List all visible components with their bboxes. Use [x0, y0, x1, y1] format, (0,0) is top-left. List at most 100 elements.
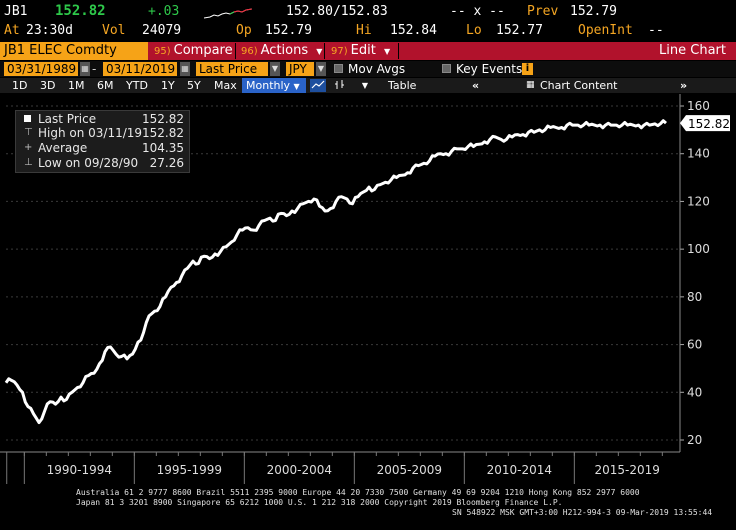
lo-value: 152.77 — [496, 23, 543, 38]
legend-low-row: ⊥ Low on 09/28/90 27.26 — [22, 156, 188, 170]
range-max[interactable]: Max — [214, 79, 237, 92]
square-icon — [24, 115, 31, 122]
y-axis: 20 40 60 80 100 120 140 160 — [679, 94, 710, 452]
prev-value: 152.79 — [570, 4, 617, 19]
chart-content-button[interactable]: Chart Content — [540, 79, 618, 92]
y-tick-label: 20 — [687, 433, 702, 447]
calendar-icon[interactable]: ▦ — [180, 62, 190, 76]
y-tick-label: 40 — [687, 385, 702, 399]
mov-avgs-label: Mov Avgs — [348, 62, 406, 76]
collapse-right-icon[interactable]: » — [680, 79, 688, 92]
range-6m[interactable]: 6M — [97, 79, 114, 92]
legend-avg-label: Average — [38, 141, 88, 155]
x-axis-bands: 1990-1994 1995-1999 2000-2004 2005-2009 2010… — [0, 451, 680, 484]
hi-value: 152.84 — [390, 23, 437, 38]
chart-grid — [6, 105, 680, 441]
hi-label: Hi — [356, 23, 372, 38]
field-select[interactable]: Last Price — [196, 62, 268, 76]
actions-number: 96) — [241, 46, 258, 57]
controls-row: 03/31/1989 ▦ - 03/11/2019 ▦ Last Price ▼… — [0, 61, 736, 77]
calendar-icon[interactable]: ▦ — [80, 62, 90, 76]
y-tick-label: 100 — [687, 242, 710, 256]
currency-select[interactable]: JPY — [286, 62, 314, 76]
chevron-down-icon: ▼ — [316, 47, 323, 56]
bar-chart-icon[interactable] — [333, 79, 347, 92]
legend-last-row: Last Price 152.82 — [22, 112, 188, 126]
y-tick-label: 120 — [687, 194, 710, 208]
last-price: 152.82 — [55, 3, 106, 19]
key-events-label: Key Events — [456, 62, 523, 76]
range-ytd[interactable]: YTD — [126, 79, 148, 92]
low-marker-icon: ⊥ — [24, 157, 33, 168]
quote-line-2: At 23:30d Vol 24079 Op 152.79 Hi 152.84 … — [0, 21, 736, 40]
chevron-down-icon[interactable]: ▼ — [270, 62, 280, 76]
price-change: +.03 — [148, 4, 180, 19]
at-label: At — [4, 23, 20, 38]
security-field[interactable]: JB1 ELEC Comdty — [0, 42, 148, 60]
divider — [235, 43, 236, 59]
mov-avgs-checkbox[interactable] — [334, 64, 343, 73]
vol-label: Vol — [102, 23, 126, 38]
lo-label: Lo — [466, 23, 482, 38]
average-marker-icon: + — [24, 142, 33, 153]
edit-button[interactable]: 97) Edit ▼ — [331, 42, 390, 60]
period-label: Monthly — [246, 79, 291, 92]
range-3d[interactable]: 3D — [40, 79, 56, 92]
quote-line-1: JB1 152.82 +.03 152.80/152.83 -- x -- Pr… — [0, 2, 736, 21]
bid-ask: 152.80/152.83 — [286, 4, 388, 19]
y-tick-label: 60 — [687, 338, 702, 352]
x-tick-label: 2015-2019 — [594, 463, 659, 477]
compare-number: 95) — [154, 46, 171, 57]
divider — [398, 43, 399, 59]
chart-content-icon: ▦ — [526, 80, 535, 90]
chart-legend: Last Price 152.82 ⊤ High on 03/11/19 152… — [15, 110, 190, 173]
range-1d[interactable]: 1D — [12, 79, 28, 92]
footer-contacts-2: Japan 81 3 3201 8900 Singapore 65 6212 1… — [76, 498, 563, 507]
chevron-down-icon: ▼ — [293, 82, 300, 91]
chevron-down-icon[interactable]: ▼ — [316, 62, 326, 76]
range-1m[interactable]: 1M — [68, 79, 85, 92]
range-1y[interactable]: 1Y — [161, 79, 175, 92]
x-tick-label: 2000-2004 — [267, 463, 332, 477]
vol-value: 24079 — [142, 23, 182, 38]
range-toolbar: 1D 3D 1M 6M YTD 1Y 5Y Max Monthly ▼ ▼ Ta… — [0, 78, 736, 93]
date-separator: - — [92, 62, 97, 76]
edit-number: 97) — [331, 46, 348, 57]
openint-value: -- — [648, 23, 664, 38]
key-events-checkbox[interactable] — [442, 64, 451, 73]
chevron-down-icon[interactable]: ▼ — [361, 81, 369, 90]
collapse-left-icon[interactable]: « — [472, 79, 480, 92]
quote-time: 23:30d — [26, 23, 73, 38]
legend-high-label: High on 03/11/19 — [38, 126, 143, 140]
table-button[interactable]: Table — [388, 79, 417, 92]
info-icon[interactable]: i — [522, 63, 533, 75]
compare-label: Compare — [173, 43, 233, 58]
legend-high-row: ⊤ High on 03/11/19 152.82 — [22, 126, 188, 140]
footer-session: SN 548922 MSK GMT+3:00 H212-994-3 09-Mar… — [452, 508, 713, 517]
x-tick-label: 1990-1994 — [47, 463, 112, 477]
high-marker-icon: ⊤ — [24, 127, 33, 138]
line-chart-icon[interactable] — [310, 79, 326, 92]
legend-last-label: Last Price — [38, 112, 97, 126]
x-tick-label: 1995-1999 — [157, 463, 222, 477]
footer: Australia 61 2 9777 8600 Brazil 5511 239… — [0, 486, 736, 530]
x-tick-label: 2010-2014 — [487, 463, 552, 477]
edit-label: Edit — [350, 43, 376, 58]
divider — [324, 43, 325, 59]
ticker: JB1 — [4, 4, 28, 19]
compare-button[interactable]: 95) Compare — [154, 42, 233, 60]
actions-label: Actions — [260, 43, 309, 58]
prev-label: Prev — [527, 4, 559, 19]
legend-low-value: 27.26 — [149, 156, 184, 170]
period-select[interactable]: Monthly ▼ — [242, 78, 306, 93]
start-date-field[interactable]: 03/31/1989 — [4, 62, 78, 76]
legend-last-value: 152.82 — [142, 112, 184, 126]
quote-dashes: -- x -- — [450, 4, 505, 19]
last-price-tag: 152.82 — [680, 115, 730, 132]
y-tick-label: 80 — [687, 290, 702, 304]
end-date-field[interactable]: 03/11/2019 — [103, 62, 177, 76]
range-5y[interactable]: 5Y — [187, 79, 201, 92]
footer-contacts-1: Australia 61 2 9777 8600 Brazil 5511 239… — [76, 488, 640, 497]
actions-button[interactable]: 96) Actions ▼ — [241, 42, 322, 60]
last-price-tag-label: 152.82 — [688, 117, 730, 131]
